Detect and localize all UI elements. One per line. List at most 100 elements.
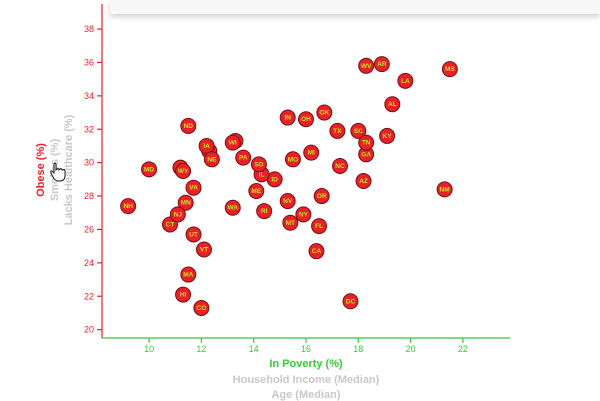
point-marker[interactable] (177, 194, 194, 211)
point-marker[interactable] (224, 134, 241, 151)
point-marker[interactable] (256, 203, 273, 220)
point-marker[interactable] (196, 241, 212, 258)
data-point-wa[interactable]: WA (224, 199, 241, 216)
point-marker[interactable] (175, 163, 192, 179)
data-point-ma[interactable]: MA (180, 266, 197, 283)
data-point-ok[interactable]: OK (316, 104, 333, 121)
data-point-ia[interactable]: IA (198, 137, 215, 154)
point-label: AZ (359, 178, 368, 185)
point-marker[interactable] (282, 214, 299, 231)
data-point-md[interactable]: MD (141, 161, 158, 178)
point-label: LA (401, 78, 410, 85)
point-marker[interactable] (248, 183, 265, 200)
point-marker[interactable] (185, 179, 202, 196)
data-point-mi[interactable]: MI (303, 144, 320, 161)
data-point-ri[interactable]: RI (256, 203, 273, 220)
point-marker[interactable] (284, 151, 301, 168)
data-point-sc[interactable]: SC (350, 122, 367, 139)
point-marker[interactable] (355, 173, 372, 190)
data-point-nj[interactable]: NJ (169, 206, 186, 223)
point-marker[interactable] (350, 122, 367, 139)
data-point-az[interactable]: AZ (355, 173, 372, 190)
point-marker[interactable] (436, 181, 453, 198)
point-label: VA (189, 185, 198, 192)
data-point-or[interactable]: OR (313, 188, 330, 205)
point-marker[interactable] (298, 111, 314, 128)
point-marker[interactable] (203, 151, 220, 168)
data-point-dc[interactable]: DC (342, 293, 359, 310)
data-point-tn[interactable]: TN (358, 134, 375, 151)
data-point-wv[interactable]: WV (358, 57, 375, 74)
point-marker[interactable] (180, 266, 197, 283)
data-point-wi[interactable]: WI (224, 134, 241, 151)
data-point-nv[interactable]: NV (279, 193, 296, 210)
x-axis-label-income[interactable]: Household Income (Median) (233, 374, 380, 386)
data-point-ny[interactable]: NY (295, 206, 312, 223)
data-point-va[interactable]: VA (185, 179, 202, 196)
data-point-mn[interactable]: MN (177, 194, 194, 211)
data-point-tx[interactable]: TX (329, 122, 346, 139)
data-point-ar[interactable]: AR (373, 56, 390, 73)
point-marker[interactable] (373, 56, 390, 73)
point-marker[interactable] (235, 149, 252, 166)
data-point-hi[interactable]: HI (175, 286, 192, 303)
x-axis-label-poverty[interactable]: In Poverty (%) (269, 358, 343, 370)
data-point-pa[interactable]: PA (235, 149, 252, 166)
y-tick-label: 30 (84, 158, 94, 168)
data-point-al[interactable]: AL (384, 96, 401, 113)
point-label: OK (319, 110, 329, 117)
point-marker[interactable] (441, 61, 458, 78)
point-marker[interactable] (224, 199, 241, 216)
data-point-sd[interactable]: SD (250, 156, 267, 173)
point-marker[interactable] (303, 144, 320, 161)
data-point-ca[interactable]: CA (308, 243, 325, 260)
data-point-ms[interactable]: MS (441, 61, 458, 78)
data-point-me[interactable]: ME (248, 183, 265, 200)
point-marker[interactable] (316, 104, 333, 121)
point-marker[interactable] (141, 161, 158, 178)
x-axis-label-age[interactable]: Age (Median) (271, 389, 340, 401)
point-marker[interactable] (358, 134, 375, 151)
point-label: UT (189, 231, 198, 238)
data-point-ky[interactable]: KY (379, 127, 396, 144)
point-marker[interactable] (329, 122, 346, 139)
data-point-oh[interactable]: OH (298, 111, 314, 128)
data-point-fl[interactable]: FL (311, 218, 328, 235)
point-marker[interactable] (311, 218, 328, 235)
data-point-mt[interactable]: MT (282, 214, 299, 231)
data-point-ne[interactable]: NE (203, 151, 220, 168)
point-marker[interactable] (279, 109, 296, 126)
point-marker[interactable] (313, 188, 330, 205)
data-point-co[interactable]: CO (193, 299, 210, 316)
data-point-vt[interactable]: VT (196, 241, 212, 258)
point-marker[interactable] (397, 72, 414, 89)
y-axis-label-healthcare[interactable]: Lacks Healthcare (%) (63, 114, 75, 225)
point-marker[interactable] (279, 193, 296, 210)
data-point-nd[interactable]: ND (180, 117, 197, 134)
point-marker[interactable] (342, 293, 359, 310)
point-marker[interactable] (295, 206, 312, 223)
point-marker[interactable] (175, 286, 192, 303)
point-marker[interactable] (308, 243, 325, 260)
point-label: FL (315, 223, 323, 230)
point-marker[interactable] (384, 96, 401, 113)
point-label: MO (288, 156, 298, 163)
point-marker[interactable] (185, 226, 202, 243)
point-marker[interactable] (120, 198, 137, 215)
point-marker[interactable] (180, 117, 197, 134)
data-point-nh[interactable]: NH (120, 198, 137, 215)
point-marker[interactable] (358, 57, 375, 74)
data-point-la[interactable]: LA (397, 72, 414, 89)
y-axis-label-obese[interactable]: Obese (%) (35, 143, 47, 197)
data-point-ut[interactable]: UT (185, 226, 202, 243)
data-point-nm[interactable]: NM (436, 181, 453, 198)
point-marker[interactable] (193, 299, 210, 316)
point-marker[interactable] (169, 206, 186, 223)
data-point-nc[interactable]: NC (332, 157, 348, 174)
point-marker[interactable] (332, 157, 348, 174)
data-point-in[interactable]: IN (279, 109, 296, 126)
data-point-wy[interactable]: WY (175, 163, 192, 179)
point-marker[interactable] (379, 127, 396, 144)
point-marker[interactable] (250, 156, 267, 173)
data-point-mo[interactable]: MO (284, 151, 301, 168)
